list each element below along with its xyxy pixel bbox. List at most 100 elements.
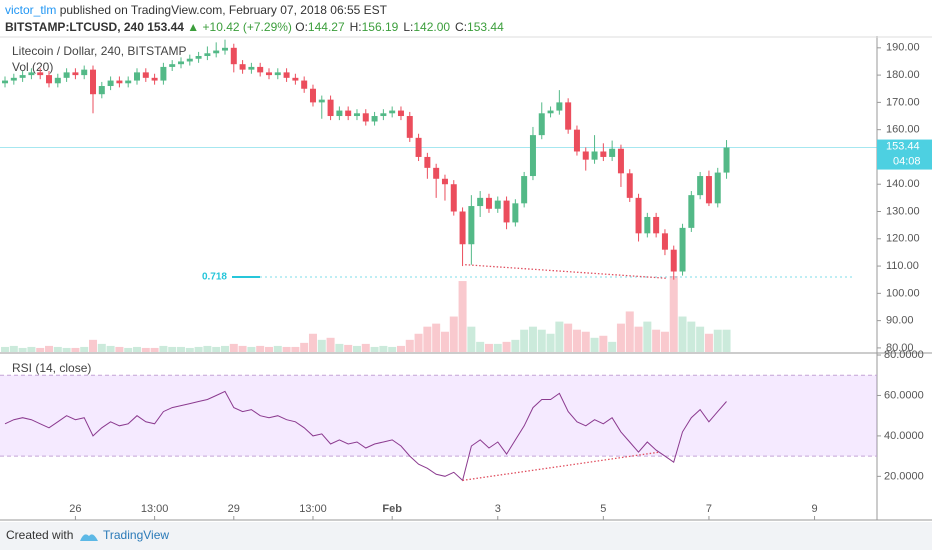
candle-body: [336, 110, 343, 117]
candle-body: [582, 151, 589, 160]
chart-title: Litecoin / Dollar, 240, BITSTAMP: [12, 44, 187, 58]
last-price: 153.44: [147, 20, 184, 34]
y-tick-label: 140.00: [886, 178, 920, 190]
brand[interactable]: TradingView: [103, 528, 170, 542]
candle-body: [635, 197, 642, 234]
volume-bar: [168, 346, 177, 352]
y-tick-label: 100.00: [886, 287, 920, 299]
trendline: [462, 451, 660, 482]
volume-bar: [696, 326, 705, 352]
volume-bar: [335, 343, 344, 352]
candle-body: [503, 200, 510, 223]
candle-body: [327, 99, 334, 117]
x-tick-label: Feb: [382, 503, 402, 515]
volume-bar: [36, 347, 45, 352]
volume-bar: [722, 329, 731, 352]
volume-bar: [71, 347, 80, 352]
candle-body: [248, 66, 255, 70]
candle-body: [714, 172, 721, 204]
candle-body: [265, 72, 272, 76]
volume-bar: [141, 347, 150, 352]
x-tick-label: 29: [228, 503, 240, 515]
symbol: BITSTAMP:LTCUSD, 240: [5, 20, 144, 34]
volume-bar: [370, 346, 379, 352]
candle-body: [529, 135, 536, 177]
change: ▲ +10.42 (+7.29%): [187, 20, 292, 34]
candle-body: [512, 203, 519, 223]
countdown: 04:08: [893, 155, 921, 167]
candle-body: [90, 69, 97, 95]
volume-bar: [203, 345, 212, 352]
candle-body: [2, 80, 9, 84]
plot-background: [0, 36, 877, 520]
volume-bar: [194, 346, 203, 352]
candle-body: [107, 80, 114, 87]
candle-body: [670, 249, 677, 272]
candle-body: [204, 53, 211, 57]
author[interactable]: victor_tlm: [5, 3, 57, 17]
candle-body: [292, 77, 299, 81]
y-tick-label: 160.00: [886, 124, 920, 136]
candle-body: [485, 197, 492, 209]
rsi-tick-label: 60.0000: [884, 389, 924, 401]
volume-bar: [256, 345, 265, 352]
volume-bar: [520, 329, 529, 352]
volume-bar: [352, 345, 361, 352]
candle-body: [301, 80, 308, 89]
volume-bar: [247, 346, 256, 352]
candle-body: [160, 66, 167, 81]
candle-body: [283, 72, 290, 78]
candle-body: [565, 102, 572, 130]
candle-body: [705, 176, 712, 204]
candle-body: [46, 75, 53, 84]
volume-bar: [616, 323, 625, 352]
volume-bar: [212, 346, 221, 352]
volume-bar: [185, 347, 194, 352]
quote-key: O:: [295, 20, 308, 34]
rsi-band: [0, 375, 877, 457]
candle-body: [213, 50, 220, 54]
rsi-tick-label: 20.0000: [884, 470, 924, 482]
chart: Litecoin / Dollar, 240, BITSTAMP Vol (20)…: [0, 36, 932, 521]
volume-bar: [150, 347, 159, 352]
candle-body: [81, 69, 88, 76]
candle-body: [186, 58, 193, 62]
y-tick-label: 190.00: [886, 42, 920, 54]
price-tag: [877, 139, 932, 170]
y-tick-label: 180.00: [886, 69, 920, 81]
candle-body: [556, 102, 563, 111]
volume-bar: [511, 339, 520, 352]
candle-body: [116, 80, 123, 84]
rsi-tick-label: 40.0000: [884, 430, 924, 442]
volume-bar: [652, 329, 661, 352]
volume-bar: [18, 347, 27, 352]
footer: Created with TradingView: [0, 522, 932, 550]
volume-bar: [80, 346, 89, 352]
volume-bar: [687, 321, 696, 352]
candle-body: [441, 178, 448, 185]
volume-label: Vol (20): [12, 60, 53, 74]
volume-bar: [1, 346, 10, 352]
candle-body: [151, 77, 158, 81]
y-tick-label: 80.00: [886, 342, 914, 354]
byline: published on TradingView.com, February 0…: [59, 3, 388, 17]
candle-body: [177, 61, 184, 65]
quote-value: 156.19: [361, 20, 399, 34]
candle-body: [239, 64, 246, 70]
logo: [80, 534, 98, 541]
candle-body: [125, 80, 132, 84]
candle-body: [72, 72, 79, 76]
rsi-line: [4, 390, 727, 482]
volume-bar: [502, 341, 511, 352]
candle-body: [406, 116, 413, 138]
rsi-tick-label: 80.0000: [884, 349, 924, 361]
y-tick-label: 120.00: [886, 233, 920, 245]
candle-body: [468, 206, 475, 245]
volume-bar: [396, 345, 405, 352]
candle-body: [600, 151, 607, 157]
volume-bar: [344, 344, 353, 352]
candle-body: [318, 99, 325, 103]
candle-body: [433, 167, 440, 179]
candle-body: [688, 195, 695, 228]
